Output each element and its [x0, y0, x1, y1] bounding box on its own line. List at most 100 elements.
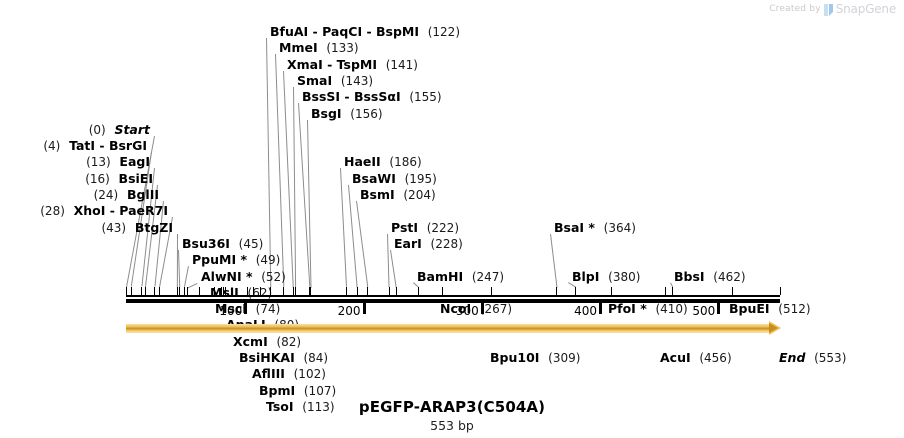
site-name: End [779, 350, 806, 365]
site-label: (24) BglII [94, 188, 159, 202]
site-tick [309, 287, 311, 295]
site-label: BpuEI (512) [729, 302, 811, 316]
site-label: Bsu36I (45) [182, 237, 263, 251]
site-name: BlpI [572, 268, 600, 284]
leader-line [356, 200, 369, 287]
leader-line [178, 249, 181, 287]
site-label: XmaI - TspMI (141) [287, 58, 418, 72]
orf-arrow [126, 321, 781, 335]
site-name: BglII [126, 187, 159, 202]
site-position: (309) [548, 351, 581, 365]
leader-line [340, 168, 347, 287]
site-tick [367, 287, 369, 295]
site-position: (43) [101, 220, 127, 235]
site-tick [672, 287, 674, 295]
site-tick [220, 287, 222, 295]
site-tick [246, 287, 248, 295]
site-label: HaeII (186) [344, 155, 422, 169]
site-label: BsgI (156) [311, 107, 383, 121]
ruler-tick [480, 303, 484, 314]
site-tick [199, 287, 201, 295]
ruler-label: 500 [692, 304, 716, 318]
site-name: MmeI [279, 40, 318, 56]
site-label: XcmI (82) [233, 335, 301, 349]
site-position: (456) [699, 351, 732, 365]
site-label: AflIII (102) [252, 367, 326, 381]
site-position: (143) [340, 73, 374, 88]
site-tick [295, 287, 297, 295]
site-name: Bsu36I [182, 235, 230, 251]
site-position: (364) [603, 220, 636, 235]
site-label: BsaWI (195) [352, 172, 437, 186]
site-tick [345, 287, 347, 295]
site-label: BlpI (380) [572, 270, 640, 284]
ruler-tick [362, 303, 366, 314]
site-name: BamHI [417, 268, 464, 284]
site-position: (74) [255, 302, 281, 317]
site-position: (222) [426, 220, 460, 235]
site-position: (267) [479, 302, 513, 317]
ruler-label: 200 [337, 304, 361, 318]
snapgene-watermark: Created by SnapGene [769, 2, 896, 16]
site-label: (43) BtgZI [101, 221, 173, 235]
site-tick [154, 287, 156, 295]
site-tick [130, 287, 132, 295]
site-name: AlwNI * [201, 268, 253, 284]
site-tick [780, 287, 781, 295]
site-position: (52) [261, 269, 286, 284]
site-position: (512) [778, 302, 811, 317]
site-position: (462) [713, 269, 746, 284]
site-tick [187, 287, 189, 295]
site-position: (16) [85, 171, 110, 186]
site-tick [575, 287, 577, 295]
site-label: MslI (62) [210, 286, 272, 300]
site-label: AlwNI * (52) [201, 270, 286, 284]
site-label: BsaI * (364) [554, 221, 636, 235]
site-name: BsaWI [352, 170, 396, 186]
site-label: BbsI (462) [674, 270, 746, 284]
site-position: (247) [471, 269, 505, 284]
site-tick [259, 287, 261, 295]
site-label: (13) EagI [86, 155, 150, 169]
ruler-label: 300 [455, 304, 479, 318]
site-name: SmaI [297, 72, 333, 88]
site-name: BpmI [259, 382, 296, 398]
site-tick [176, 287, 178, 295]
leader-line [266, 37, 272, 287]
watermark-prefix: Created by [769, 4, 821, 14]
site-label: BsiHKAI (84) [239, 351, 328, 365]
site-position: (186) [389, 155, 422, 170]
snapgene-logo-icon [823, 4, 833, 16]
ruler-label: 400 [574, 304, 598, 318]
site-tick [610, 287, 612, 295]
site-name: PpuMI * [192, 252, 247, 268]
ruler-tick [244, 303, 248, 314]
site-label: BsmI (204) [360, 188, 436, 202]
site-tick [159, 287, 161, 295]
site-tick [441, 287, 443, 295]
site-label: TsoI (113) [266, 400, 335, 414]
site-position: (45) [238, 236, 264, 251]
site-label: (0) Start [89, 123, 150, 137]
site-label: MscI (74) [215, 302, 280, 316]
backbone-bar [126, 299, 780, 303]
page-subtitle: 553 bp [430, 418, 474, 433]
site-name: BsgI [311, 105, 342, 121]
watermark-brand: SnapGene [835, 2, 896, 16]
site-tick [270, 287, 272, 295]
site-tick [252, 287, 254, 295]
site-position: (553) [814, 351, 847, 365]
leader-line [283, 70, 294, 287]
site-name: XhoI - PaeR7I [73, 203, 168, 219]
site-tick [731, 287, 733, 295]
site-label: PstI (222) [391, 221, 459, 235]
site-name: BtgZI [134, 219, 173, 235]
site-tick [222, 287, 224, 295]
site-tick [491, 287, 493, 295]
site-name: EagI [119, 154, 150, 170]
site-tick [213, 287, 215, 295]
leader-line [390, 249, 397, 287]
site-position: (13) [86, 155, 111, 170]
site-position: (84) [303, 351, 329, 365]
site-tick [356, 287, 358, 295]
